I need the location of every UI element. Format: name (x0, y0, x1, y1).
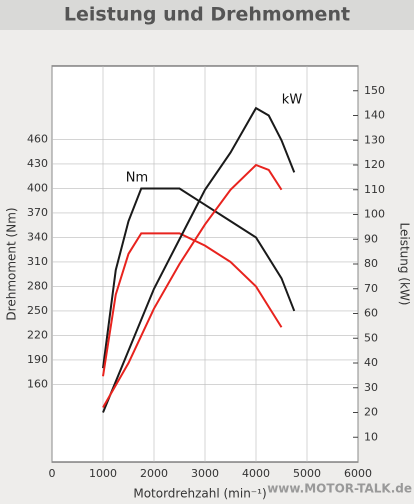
y2-tick-label: 140 (364, 109, 385, 122)
series-line (102, 106, 296, 413)
y-tick-label: 460 (27, 132, 48, 145)
y-tick-label: 160 (27, 377, 48, 390)
y-tick-label: 310 (27, 255, 48, 268)
watermark: www.MOTOR-TALK.de (267, 482, 412, 496)
x-axis-label: Motordrehzahl (min⁻¹) (133, 487, 266, 501)
series-line (102, 163, 283, 409)
y2-tick-label: 50 (364, 331, 378, 344)
y2-tick-label: 60 (364, 307, 378, 320)
y-tick-label: 190 (27, 353, 48, 366)
y-tick-label: 430 (27, 157, 48, 170)
chart-title: Leistung und Drehmoment (64, 4, 350, 26)
y2-tick-label: 90 (364, 232, 378, 245)
x-tick-label: 0 (49, 467, 56, 480)
y2-tick-label: 30 (364, 381, 378, 394)
annotation: kW (282, 93, 303, 108)
annotation: Nm (126, 171, 148, 186)
y2-tick-label: 120 (364, 158, 385, 171)
y-tick-label: 220 (27, 328, 48, 341)
y2-tick-label: 20 (364, 406, 378, 419)
x-tick-label: 6000 (344, 467, 372, 480)
y-tick-label: 340 (27, 230, 48, 243)
title-band (0, 0, 414, 30)
x-tick-label: 5000 (293, 467, 321, 480)
y2-tick-label: 150 (364, 84, 385, 97)
y2-tick-label: 80 (364, 257, 378, 270)
y-tick-label: 280 (27, 279, 48, 292)
series-line (102, 232, 283, 377)
y-tick-label: 250 (27, 304, 48, 317)
y-axis-label: Drehmoment (Nm) (5, 207, 19, 320)
x-tick-label: 4000 (242, 467, 270, 480)
y2-tick-label: 130 (364, 133, 385, 146)
y2-axis-label: Leistung (kW) (398, 223, 412, 306)
x-tick-label: 1000 (89, 467, 117, 480)
series-line (102, 187, 296, 369)
x-tick-label: 2000 (140, 467, 168, 480)
x-tick-label: 3000 (191, 467, 219, 480)
y2-tick-label: 10 (364, 430, 378, 443)
y-tick-label: 400 (27, 181, 48, 194)
y2-tick-label: 110 (364, 183, 385, 196)
y2-tick-label: 100 (364, 208, 385, 221)
y2-tick-label: 70 (364, 282, 378, 295)
y2-tick-label: 40 (364, 356, 378, 369)
y-tick-label: 370 (27, 206, 48, 219)
